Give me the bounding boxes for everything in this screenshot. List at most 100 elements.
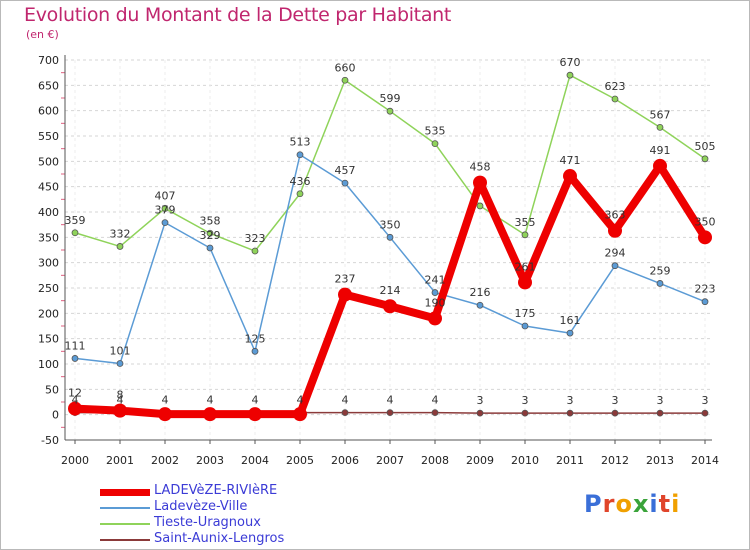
data-label: 4 — [117, 394, 124, 407]
y-tick-label: 550 — [38, 130, 59, 143]
data-point — [206, 229, 214, 237]
data-label: 350 — [380, 218, 401, 231]
data-point — [386, 107, 394, 115]
data-label: 3 — [522, 394, 529, 407]
data-label: 4 — [207, 394, 214, 407]
data-label: 623 — [605, 80, 626, 93]
data-label: 125 — [245, 332, 266, 345]
data-label: 4 — [162, 394, 169, 407]
data-point — [116, 243, 124, 250]
data-point — [341, 179, 349, 187]
data-point — [476, 409, 484, 417]
data-point — [341, 409, 349, 417]
data-point — [248, 407, 262, 422]
x-tick-label: 2002 — [151, 454, 179, 467]
data-point — [71, 229, 79, 237]
data-label: 363 — [605, 209, 626, 222]
data-label: 4 — [252, 394, 259, 407]
data-label: 323 — [245, 232, 266, 245]
data-point — [611, 409, 619, 417]
data-label: 329 — [200, 229, 221, 242]
data-point — [521, 409, 529, 417]
data-label: 4 — [72, 394, 79, 407]
data-label: 4 — [342, 394, 349, 407]
y-tick-label: 400 — [38, 206, 59, 219]
data-label: 4 — [387, 394, 394, 407]
data-label: 237 — [335, 273, 356, 286]
data-point — [473, 175, 487, 190]
axis-layer: -50 0 50 100 150 200 250 300 350 400 450 500 550 600 6… — [38, 54, 719, 467]
data-label: 3 — [567, 394, 574, 407]
data-point — [113, 403, 127, 418]
data-label: 259 — [650, 264, 671, 277]
data-point — [566, 329, 574, 337]
data-label: 12 — [68, 387, 82, 400]
y-tick-label: 50 — [45, 383, 59, 396]
data-point — [608, 223, 622, 238]
data-point — [701, 409, 709, 417]
x-tick-label: 2007 — [376, 454, 404, 467]
x-tick-label: 2004 — [241, 454, 269, 467]
legend-label: Saint-Aunix-Lengros — [154, 531, 285, 546]
data-label: 4 — [432, 394, 439, 407]
data-label: 471 — [560, 154, 581, 167]
x-tick-label: 2006 — [331, 454, 359, 467]
data-point — [161, 205, 169, 212]
logo-letter: r — [602, 490, 616, 518]
data-point — [293, 407, 307, 422]
data-label: 294 — [605, 247, 626, 260]
data-point — [296, 190, 304, 198]
data-label: 214 — [380, 284, 401, 297]
data-point — [158, 407, 172, 422]
data-point — [206, 244, 214, 252]
series-layer — [68, 71, 712, 422]
data-label: 491 — [650, 144, 671, 157]
data-label: 3 — [702, 394, 709, 407]
data-label: 261 — [515, 260, 536, 273]
data-point — [521, 322, 529, 330]
data-point — [521, 231, 529, 239]
data-point — [116, 360, 124, 367]
data-point — [341, 76, 349, 84]
data-label: 111 — [65, 339, 86, 352]
data-label: 101 — [110, 344, 131, 357]
data-label: 457 — [335, 164, 356, 177]
y-tick-label: 100 — [38, 358, 59, 371]
data-point — [251, 247, 259, 255]
data-label: 359 — [65, 214, 86, 227]
chart-plot: -50 0 50 100 150 200 250 300 350 400 450 500 550 600 6… — [38, 54, 719, 467]
data-point — [431, 409, 439, 417]
legend-label: Tieste-Uragnoux — [154, 515, 261, 530]
y-tick-label: 300 — [38, 257, 59, 270]
x-tick-label: 2010 — [511, 454, 539, 467]
legend-label: LADEVèZE-RIVIèRE — [154, 483, 278, 498]
data-point — [431, 140, 439, 148]
data-label: 670 — [560, 56, 581, 69]
y-axis-unit: (en €) — [26, 28, 59, 41]
data-point — [431, 289, 439, 296]
data-label: 216 — [470, 286, 491, 299]
data-label: 8 — [117, 389, 124, 402]
x-tick-label: 2011 — [556, 454, 584, 467]
data-point — [566, 71, 574, 79]
legend-label: Ladevèze-Ville — [154, 499, 248, 514]
data-point — [476, 202, 484, 210]
data-label: 161 — [560, 314, 581, 327]
y-tick-label: 0 — [52, 409, 59, 422]
logo-letter: P — [584, 490, 603, 518]
data-label: 379 — [155, 204, 176, 217]
data-label: 190 — [425, 296, 446, 309]
logo-letter: t — [658, 490, 672, 518]
x-tick-label: 2005 — [286, 454, 314, 467]
x-tick-label: 2009 — [466, 454, 494, 467]
data-point — [338, 287, 352, 302]
legend-swatch — [100, 488, 150, 496]
y-tick-label: -50 — [41, 434, 59, 447]
proxiti-logo[interactable]: Proxiti — [584, 490, 680, 518]
data-point — [653, 158, 667, 173]
data-point — [386, 233, 394, 241]
data-label: 535 — [425, 125, 446, 138]
data-point — [611, 262, 619, 270]
data-point — [296, 151, 304, 159]
data-point — [386, 409, 394, 417]
